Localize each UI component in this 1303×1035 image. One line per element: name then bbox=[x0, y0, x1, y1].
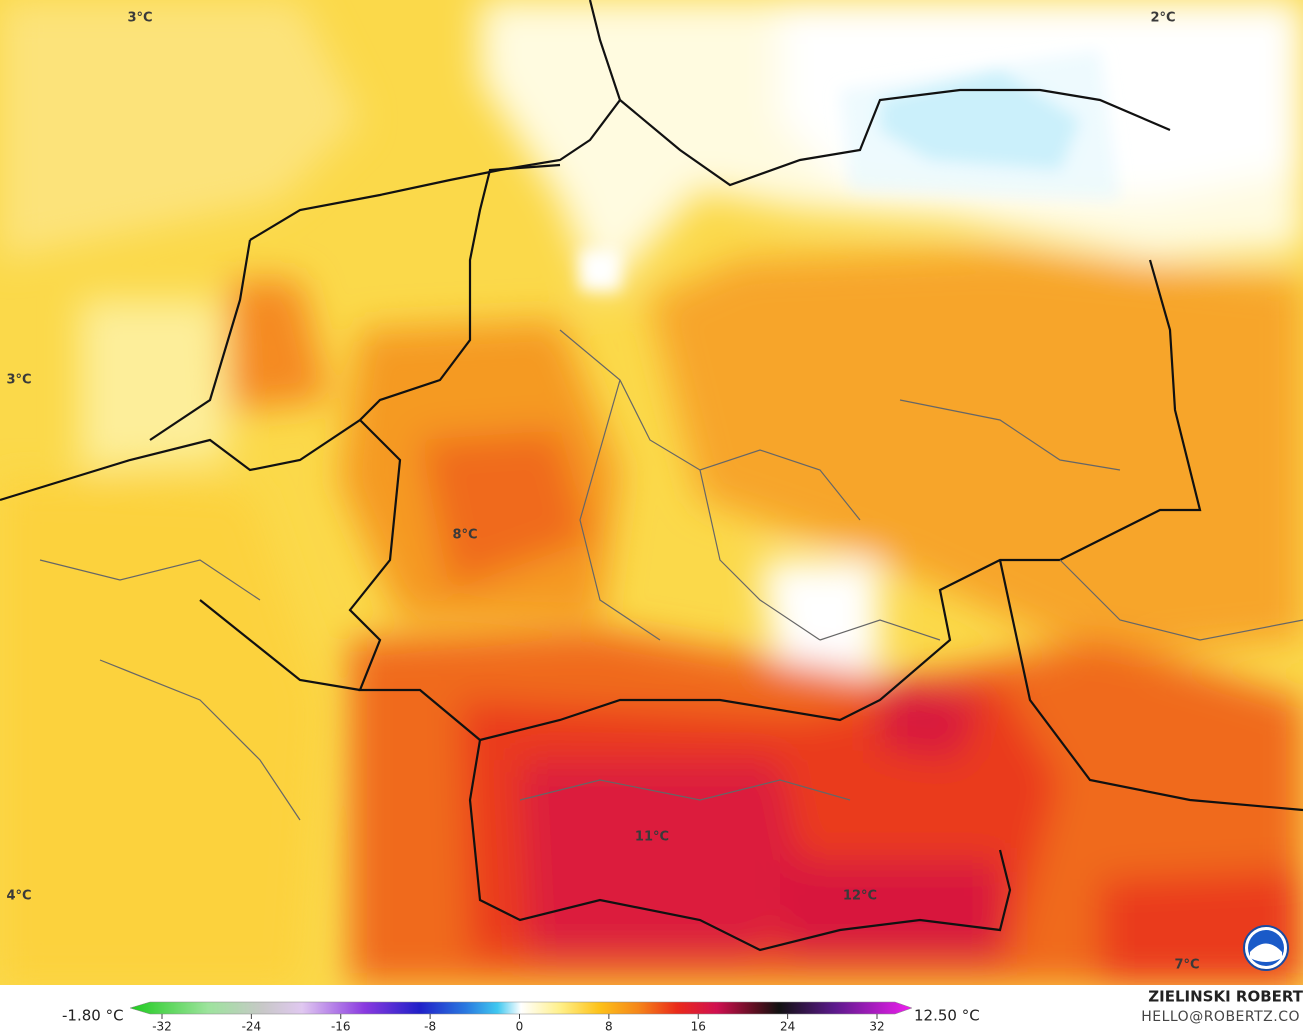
temp-label: 2°C bbox=[1150, 11, 1175, 26]
scale-tick-label: -16 bbox=[331, 1020, 351, 1034]
region-borders bbox=[39, 329, 1303, 821]
scale-tick-label: 24 bbox=[780, 1020, 795, 1034]
scale-tick-label: -8 bbox=[424, 1020, 436, 1034]
country-borders bbox=[0, 0, 1303, 952]
temp-label: 11°C bbox=[635, 830, 669, 845]
temp-label: 4°C bbox=[6, 889, 31, 904]
temp-label: 12°C bbox=[843, 889, 877, 904]
legend-max: 12.50 °C bbox=[914, 1007, 980, 1025]
scale-ticks: -32 -24 -16 -8 0 8 16 24 32 bbox=[152, 1014, 885, 1034]
scale-tick-label: 32 bbox=[869, 1020, 884, 1034]
temp-label: 3°C bbox=[127, 11, 152, 26]
baltic-cold bbox=[580, 50, 1120, 290]
temperature-field bbox=[0, 0, 1303, 985]
scale-tick-label: -24 bbox=[242, 1020, 262, 1034]
temp-label: 3°C bbox=[6, 373, 31, 388]
scale-tick-label: 8 bbox=[605, 1020, 613, 1034]
legend-min: -1.80 °C bbox=[62, 1007, 124, 1025]
credit-email: HELLO@ROBERTZ.CO bbox=[1141, 1009, 1300, 1025]
scale-tick-label: 0 bbox=[516, 1020, 524, 1034]
noaa-logo bbox=[1243, 925, 1289, 971]
map-area: 3°C 2°C 3°C 8°C 11°C 12°C 4°C 7°C bbox=[0, 0, 1303, 985]
temp-label: 7°C bbox=[1174, 958, 1199, 973]
temp-label: 8°C bbox=[452, 528, 477, 543]
scale-tick-label: 16 bbox=[691, 1020, 706, 1034]
credit-name: ZIELINSKI ROBERT bbox=[1148, 988, 1303, 1006]
color-scale bbox=[129, 1001, 913, 1015]
scale-tick-label: -32 bbox=[152, 1020, 172, 1034]
